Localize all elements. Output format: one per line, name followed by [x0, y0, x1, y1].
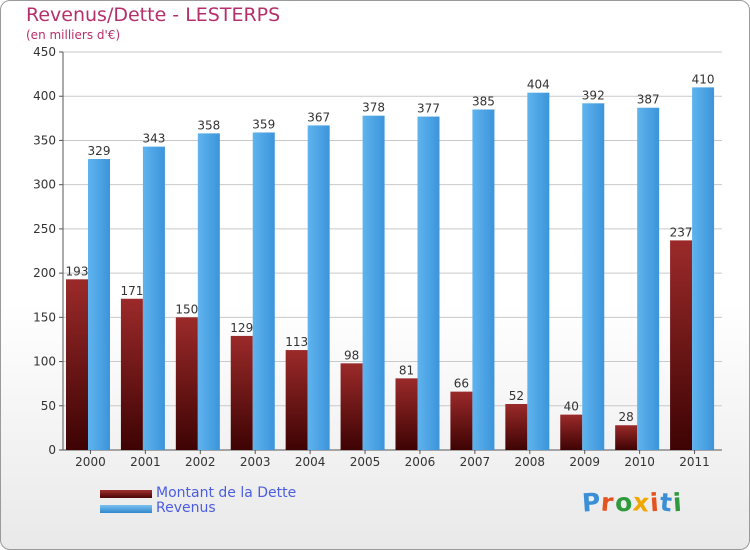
legend-label-dette: Montant de la Dette	[156, 485, 297, 501]
x-tick-label: 2002	[185, 455, 216, 469]
data-label-dette: 193	[66, 264, 89, 278]
x-tick-label: 2008	[515, 455, 546, 469]
bar-revenus	[362, 115, 385, 451]
bar-dette	[670, 240, 693, 450]
data-label-revenus: 387	[637, 93, 660, 107]
logo-letter: i	[671, 487, 684, 518]
data-label-dette: 171	[120, 284, 143, 298]
proxiti-logo: Proxiti	[581, 487, 684, 518]
x-tick-label: 2009	[569, 455, 600, 469]
data-label-revenus: 358	[197, 118, 220, 132]
bar-revenus	[417, 116, 440, 450]
x-tick-label: 2005	[350, 455, 381, 469]
data-label-dette: 28	[619, 410, 634, 424]
data-label-revenus: 329	[88, 144, 111, 158]
bar-revenus	[197, 133, 220, 450]
legend-swatch-dette	[100, 490, 152, 498]
bar-revenus	[142, 146, 165, 450]
logo-letter: o	[613, 487, 634, 518]
y-tick-label: 200	[33, 266, 56, 280]
bar-revenus	[637, 107, 660, 450]
chart-title: Revenus/Dette - LESTERPS	[26, 4, 281, 26]
chart-subtitle: (en milliers d'€)	[26, 28, 121, 42]
bar-dette	[505, 404, 528, 450]
data-label-revenus: 377	[417, 102, 440, 116]
y-tick-label: 400	[33, 89, 56, 103]
data-label-revenus: 343	[142, 132, 165, 146]
y-tick-label: 350	[33, 133, 56, 147]
bar-dette	[120, 298, 143, 450]
data-label-revenus: 404	[527, 78, 550, 92]
x-tick-label: 2010	[624, 455, 655, 469]
data-label-dette: 52	[509, 389, 524, 403]
x-tick-label: 2006	[405, 455, 436, 469]
y-tick-label: 300	[33, 178, 56, 192]
y-tick-label: 0	[48, 443, 56, 457]
bar-dette	[395, 378, 418, 450]
data-label-revenus: 410	[692, 72, 715, 86]
data-label-revenus: 359	[252, 117, 275, 131]
bar-revenus	[307, 125, 330, 451]
x-tick-label: 2003	[240, 455, 271, 469]
data-label-dette: 81	[399, 363, 414, 377]
y-tick-label: 100	[33, 355, 56, 369]
x-tick-label: 2001	[130, 455, 161, 469]
data-label-revenus: 378	[362, 101, 385, 115]
data-label-dette: 129	[230, 321, 253, 335]
bar-dette	[285, 350, 308, 450]
bar-dette	[340, 363, 363, 450]
data-label-revenus: 385	[472, 94, 495, 108]
legend-swatch-revenus	[100, 505, 152, 513]
bar-dette	[560, 414, 583, 450]
y-tick-label: 450	[33, 45, 56, 59]
data-label-dette: 98	[344, 348, 359, 362]
data-label-dette: 237	[670, 225, 693, 239]
legend-label-revenus: Revenus	[156, 500, 216, 516]
x-tick-label: 2004	[295, 455, 326, 469]
bar-dette	[66, 279, 88, 450]
bar-revenus	[527, 92, 550, 450]
bar-dette	[450, 391, 473, 450]
bar-dette	[615, 425, 638, 450]
x-tick-label: 2007	[460, 455, 491, 469]
bar-revenus	[252, 132, 275, 451]
bar-dette	[175, 317, 198, 450]
x-tick-label: 2011	[679, 455, 710, 469]
data-label-dette: 113	[285, 335, 308, 349]
bar-revenus	[692, 87, 715, 450]
data-label-dette: 150	[175, 302, 198, 316]
bar-revenus	[88, 159, 110, 451]
data-label-revenus: 392	[582, 88, 605, 102]
data-label-dette: 40	[564, 400, 579, 414]
x-tick-label: 2000	[75, 455, 106, 469]
bar-revenus	[472, 109, 495, 450]
data-label-revenus: 367	[307, 110, 330, 124]
bar-revenus	[582, 103, 605, 450]
data-label-dette: 66	[454, 377, 469, 391]
y-tick-label: 50	[41, 399, 56, 413]
y-tick-label: 250	[33, 222, 56, 236]
bar-dette	[230, 335, 253, 450]
y-tick-label: 150	[33, 310, 56, 324]
